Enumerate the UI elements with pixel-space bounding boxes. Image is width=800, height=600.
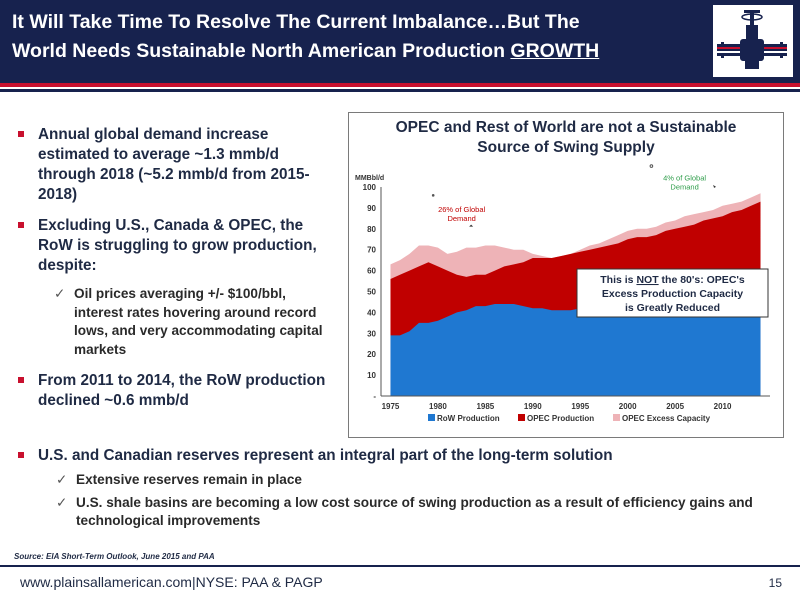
y-tick-label: 90 [367, 204, 376, 213]
bullet-text: U.S. and Canadian reserves represent an … [38, 447, 613, 464]
y-tick-label: 100 [363, 183, 377, 192]
header-stripe-red [0, 83, 800, 87]
legend-label: OPEC Excess Capacity [622, 414, 711, 423]
x-tick-label: 2010 [714, 402, 732, 411]
callout-line1-emphasis: NOT [636, 274, 659, 286]
y-tick-label: - [373, 392, 376, 401]
sub-bullet-text: U.S. shale basins are becoming a low cos… [76, 494, 753, 529]
chart-title-line1: OPEC and Rest of World are not a Sustain… [396, 119, 737, 136]
callout-frame [576, 268, 769, 318]
source-note: Source: EIA Short-Term Outlook, June 201… [14, 552, 215, 561]
supply-area-chart: OPEC and Rest of World are not a Sustain… [355, 119, 770, 423]
x-tick-label: 1975 [382, 402, 400, 411]
page-number: 15 [768, 576, 782, 590]
bullet-text: From 2011 to 2014, the RoW production de… [38, 372, 326, 409]
annotation-line2: Demand [670, 183, 698, 192]
checkmark-icon: ✓ [54, 286, 66, 301]
callout-line1-suffix: the 80's: OPEC's [659, 274, 745, 286]
company-logo [713, 5, 793, 77]
legend-swatch [428, 414, 435, 421]
y-axis-label: MMBbl/d [355, 175, 384, 182]
bullet-row-struggling: Excluding U.S., Canada & OPEC, the RoW i… [16, 216, 336, 276]
x-tick-label: 1980 [429, 402, 447, 411]
x-tick-label: 1990 [524, 402, 542, 411]
bullet-square-icon [18, 222, 24, 228]
callout-line1-prefix: This is [600, 274, 636, 286]
legend-swatch [518, 414, 525, 421]
sub-bullet-shale-basins: ✓ U.S. shale basins are becoming a low c… [16, 494, 786, 531]
left-bullet-list: Annual global demand increase estimated … [16, 125, 336, 422]
sub-bullet-oil-prices: ✓ Oil prices averaging +/- $100/bbl, int… [16, 285, 336, 359]
bottom-bullet-list: U.S. and Canadian reserves represent an … [16, 446, 786, 535]
sub-bullet-text: Extensive reserves remain in place [76, 472, 302, 487]
annotation-line2: Demand [447, 214, 475, 223]
slide-title-emphasis: GROWTH [510, 40, 600, 62]
annotation-arrow-icon [469, 224, 474, 227]
callout-box: This is NOT the 80's: OPEC's Excess Prod… [576, 268, 769, 318]
bullet-square-icon [18, 131, 24, 137]
header-stripe-white [0, 87, 800, 89]
callout-line2: Excess Production Capacity [602, 288, 743, 300]
y-tick-label: 60 [367, 267, 376, 276]
y-tick-label: 50 [367, 288, 376, 297]
sub-bullet-reserves-remain: ✓ Extensive reserves remain in place [16, 471, 786, 490]
annotation-arrow-icon [713, 184, 717, 188]
x-tick-label: 1995 [571, 402, 589, 411]
x-tick-label: 2005 [666, 402, 684, 411]
legend-label: RoW Production [437, 414, 500, 423]
legend-label: OPEC Production [527, 414, 594, 423]
y-tick-label: 30 [367, 329, 376, 338]
chart-title-line2: Source of Swing Supply [477, 139, 655, 156]
checkmark-icon: ✓ [56, 494, 68, 510]
checkmark-icon: ✓ [56, 472, 68, 487]
slide-title-line2: World Needs Sustainable North American P… [12, 40, 511, 62]
annotation-marker-dot [431, 194, 435, 197]
callout-line3: is Greatly Reduced [625, 302, 720, 314]
bullet-square-icon [18, 377, 24, 383]
header-bar: It Will Take Time To Resolve The Current… [0, 0, 800, 83]
footer-divider [0, 565, 800, 567]
chart-panel: OPEC and Rest of World are not a Sustain… [348, 112, 784, 438]
bullet-square-icon [18, 452, 24, 458]
y-tick-label: 80 [367, 225, 376, 234]
valve-logo-icon [717, 10, 787, 69]
slide-title-line1: It Will Take Time To Resolve The Current… [12, 11, 580, 33]
footer-url[interactable]: www.plainsallamerican.com|NYSE: PAA & PA… [20, 574, 323, 590]
y-tick-label: 20 [367, 350, 376, 359]
sub-bullet-text: Oil prices averaging +/- $100/bbl, inter… [74, 286, 323, 357]
bullet-row-decline: From 2011 to 2014, the RoW production de… [16, 371, 336, 411]
y-tick-label: 40 [367, 308, 376, 317]
header-stripe-blue [0, 89, 800, 92]
bullet-text: Excluding U.S., Canada & OPEC, the RoW i… [38, 217, 317, 274]
slide-title: It Will Take Time To Resolve The Current… [12, 8, 702, 66]
bullet-text: Annual global demand increase estimated … [38, 126, 310, 203]
y-tick-label: 10 [367, 371, 376, 380]
bullet-reserves: U.S. and Canadian reserves represent an … [16, 446, 786, 466]
annotation-line1: 4% of Global [663, 174, 706, 183]
annotation-marker-dot [649, 164, 654, 168]
x-tick-label: 1985 [476, 402, 494, 411]
legend-swatch [613, 414, 620, 421]
annotation-line1: 26% of Global [438, 205, 485, 214]
bullet-demand-increase: Annual global demand increase estimated … [16, 125, 336, 205]
x-tick-label: 2000 [619, 402, 637, 411]
y-tick-label: 70 [367, 246, 376, 255]
callout-line1: This is NOT the 80's: OPEC's [600, 274, 745, 286]
